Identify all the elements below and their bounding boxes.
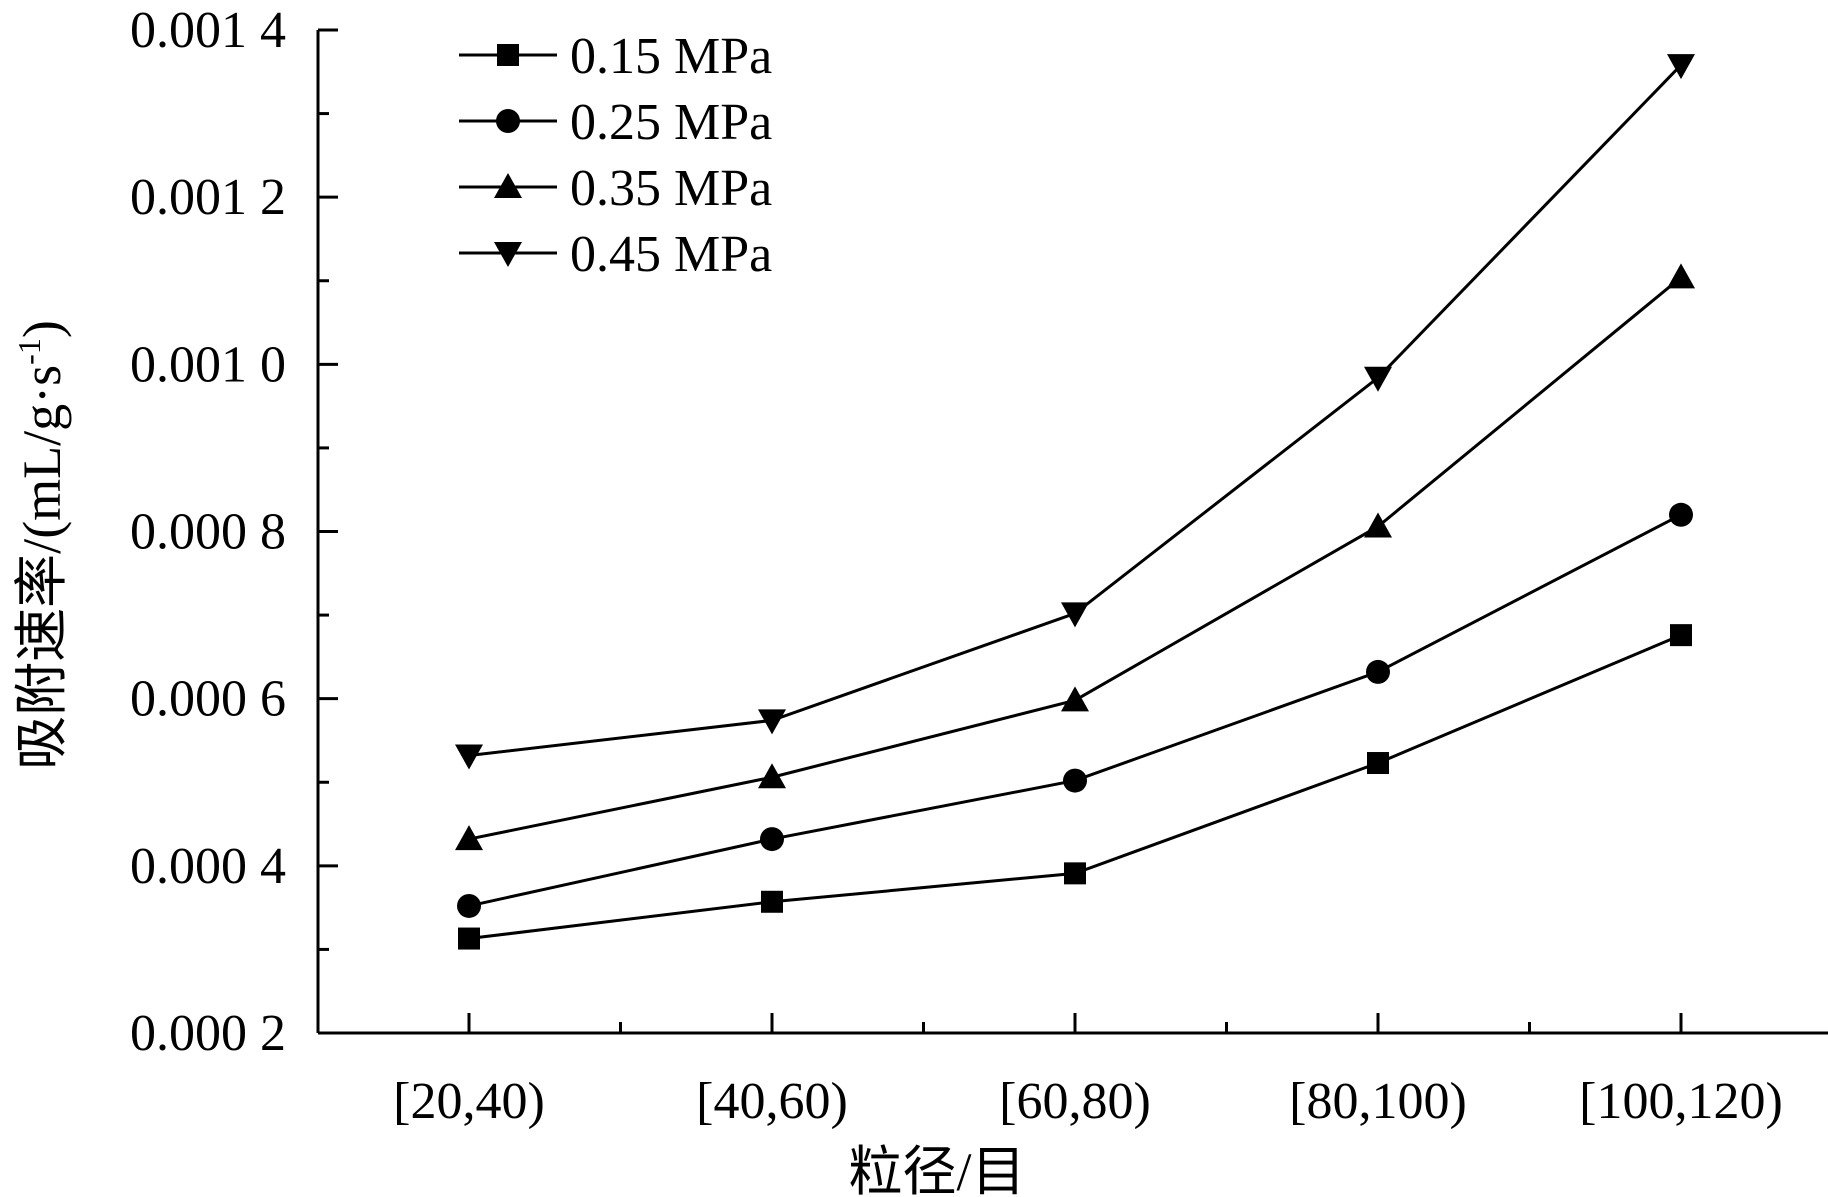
data-point [455,744,483,770]
legend: 0.15 MPa 0.25 MPa 0.35 MPa 0.45 MPa [459,28,772,283]
series [455,263,1695,851]
legend-label: 0.35 MPa [570,160,772,217]
y-axis-label-close: ) [12,320,72,338]
data-point [758,709,786,735]
x-axis-label: 粒径/目 [848,1142,1025,1197]
data-point [457,893,481,918]
series [457,502,1693,918]
data-point [758,763,786,789]
data-point [1667,263,1695,289]
x-tick-label: [80,100) [1289,1073,1467,1130]
series [458,624,1692,950]
legend-label: 0.25 MPa [570,94,772,151]
y-tick-label: 0.000 8 [130,504,286,561]
x-ticks: [20,40) [40,60) [60,80) [80,100) [100,120) [393,1013,1783,1130]
data-point [1063,768,1087,793]
data-point [760,827,784,852]
series-line [468,276,1682,841]
legend-marker [497,44,519,66]
data-point [1669,502,1693,527]
legend-label: 0.45 MPa [570,226,772,283]
y-tick-label: 0.000 4 [130,838,286,895]
data-point [1364,512,1392,538]
x-tick-label: [60,80) [999,1073,1151,1130]
y-ticks: 0.000 2 0.000 4 0.000 6 0.000 8 0.001 0 0.001… [130,2,338,1062]
x-tick-label: [40,60) [696,1073,848,1130]
y-tick-label: 0.001 4 [130,2,286,59]
y-axis-label-superscript: -1 [11,338,47,365]
x-tick-label: [100,120) [1579,1073,1783,1130]
y-axis-label: 吸附速率/(mL/g·s-1) [11,320,72,770]
data-point [1667,54,1695,80]
data-point [1061,602,1089,628]
data-point [1670,624,1692,647]
y-tick-label: 0.000 6 [130,671,286,728]
legend-marker [496,109,520,133]
data-point [1061,686,1089,712]
legend-item: 0.15 MPa [459,28,772,85]
data-point [761,890,783,913]
data-point [1367,752,1389,775]
series [455,54,1695,770]
legend-item: 0.35 MPa [459,160,772,217]
legend-marker [494,173,522,198]
data-point [458,927,480,950]
x-tick-label: [20,40) [393,1073,545,1130]
y-axis-label-main: 吸附速率/(mL/g·s [12,365,72,770]
data-point [1366,659,1390,684]
legend-item: 0.25 MPa [459,94,772,151]
data-point [1064,862,1086,885]
data-point [1364,366,1392,392]
series-layer [455,54,1695,950]
data-point [455,825,483,851]
legend-marker [494,242,522,267]
legend-label: 0.15 MPa [570,28,772,85]
legend-item: 0.45 MPa [459,226,772,283]
y-tick-label: 0.001 0 [130,336,286,393]
y-tick-label: 0.001 2 [130,169,286,226]
y-tick-label: 0.000 2 [130,1005,286,1062]
